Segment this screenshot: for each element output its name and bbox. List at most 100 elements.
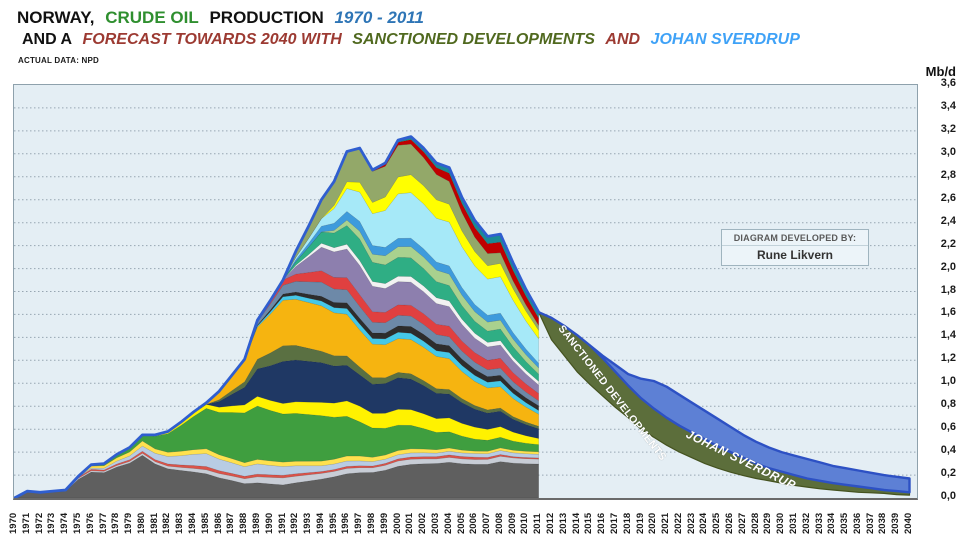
- x-axis-label: 2039: [890, 512, 902, 534]
- x-axis-label: 2011: [532, 512, 544, 534]
- x-axis-label: 2020: [647, 512, 659, 534]
- forecast-band-sanctioned-developments: [538, 311, 911, 496]
- x-axis-label: 1980: [135, 512, 147, 534]
- x-axis-label: 2033: [813, 512, 825, 534]
- x-axis-label: 2006: [468, 512, 480, 534]
- x-axis-label: 1991: [276, 512, 288, 534]
- x-axis-label: 1989: [250, 512, 262, 534]
- y-axis-label: 3,4: [940, 99, 956, 112]
- credit-box-caption: DIAGRAM DEVELOPED BY:: [722, 230, 868, 246]
- y-axis-label: 2,8: [940, 168, 956, 181]
- subtitle-sverdrup: JOHAN SVERDRUP: [650, 31, 800, 48]
- y-axis-label: 2,6: [940, 191, 956, 204]
- x-axis-label: 2027: [736, 512, 748, 534]
- x-axis-label: 2007: [481, 512, 493, 534]
- x-axis-label: 1977: [97, 512, 109, 534]
- y-axis-label: 3,6: [940, 77, 956, 89]
- x-axis-label: 1979: [123, 512, 135, 534]
- credit-box: DIAGRAM DEVELOPED BY: Rune Likvern: [721, 229, 869, 266]
- x-axis-label: 2028: [749, 512, 761, 534]
- total-production-outline: [14, 135, 541, 498]
- x-axis-label: 2001: [404, 512, 416, 534]
- x-axis-label: 2022: [672, 512, 684, 534]
- x-axis-label: 1994: [314, 512, 326, 534]
- data-source-note: ACTUAL DATA: NPD: [18, 56, 99, 65]
- x-axis-label: 2030: [775, 512, 787, 534]
- x-axis-label: 2024: [698, 512, 710, 534]
- forecast-band-johan-sverdrup: [537, 311, 911, 494]
- x-axis-label: 1973: [46, 512, 58, 534]
- y-axis-label: 1,4: [940, 329, 956, 342]
- x-axis-label: 1971: [20, 512, 32, 534]
- x-axis-label: 2023: [685, 512, 697, 534]
- x-axis-label: 1998: [366, 512, 377, 534]
- x-axis-label: 1990: [263, 512, 275, 534]
- x-axis-label: 1982: [161, 512, 173, 534]
- y-axis-labels: 0,0 0,2 0,4 0,6 0,8 1,0 1,2 1,4 1,6 1,8 2,0 2,2 2,4 2…: [920, 77, 956, 502]
- x-axis-label: 2036: [851, 512, 863, 534]
- x-axis-label: 2004: [442, 512, 454, 534]
- x-axis-label: 1999: [378, 512, 390, 534]
- area-layer-silver-band: [14, 452, 539, 498]
- title-norway: NORWAY,: [17, 8, 95, 27]
- title-production: PRODUCTION: [209, 8, 324, 27]
- x-axis-label: 2008: [493, 512, 505, 534]
- x-axis-label: 2018: [621, 512, 633, 534]
- y-axis-label: 0,2: [940, 467, 956, 480]
- subtitle-and-a: AND A: [22, 31, 73, 48]
- x-axis-label: 2005: [455, 512, 467, 534]
- x-axis-label: 2021: [660, 512, 672, 534]
- x-axis-label: 2025: [711, 512, 723, 534]
- x-axis-label: 2010: [519, 512, 531, 534]
- x-axis-label: 1974: [59, 512, 71, 534]
- x-axis-label: 1995: [327, 512, 339, 534]
- y-axis-label: 1,8: [940, 283, 956, 296]
- x-axis-label: 2032: [800, 512, 812, 534]
- x-axis-label: 1976: [84, 512, 96, 534]
- x-axis-label: 2026: [724, 512, 735, 534]
- x-axis-label: 1988: [238, 512, 250, 534]
- x-axis-label: 2016: [596, 512, 608, 534]
- x-axis-label: 1992: [289, 512, 301, 534]
- x-axis-label: 1981: [148, 512, 160, 534]
- plot-area: SANCTIONED DEVELOPMENTS JOHAN SVERDRUP D…: [13, 84, 918, 500]
- y-axis-label: 3,2: [940, 122, 956, 135]
- y-axis-label: 0,4: [940, 444, 956, 457]
- x-axis-label: 2029: [762, 512, 774, 534]
- x-axis-label: 1987: [225, 512, 237, 534]
- y-axis-label: 0,0: [940, 490, 956, 502]
- y-axis-label: 1,6: [940, 306, 956, 319]
- area-layer-pale-blue-band: [14, 445, 539, 498]
- y-axis-unit-label: Mb/d: [925, 64, 956, 79]
- title-years: 1970 - 2011: [334, 8, 424, 27]
- y-axis-label: 1,2: [940, 352, 956, 365]
- subtitle-and: AND: [605, 31, 641, 48]
- x-axis-label: 2019: [634, 512, 646, 534]
- production-stacked-area-chart: [14, 107, 917, 498]
- page-subtitle: AND A FORECAST TOWARDS 2040 WITH SANCTIO…: [22, 31, 806, 49]
- x-axis-label: 2035: [839, 512, 851, 534]
- x-axis-labels: 1970 1971 1972 1973 1974 1975 1976 1977 1978 1979…: [8, 497, 916, 540]
- x-axis-label: 2000: [391, 512, 403, 534]
- x-axis-label: 2013: [557, 512, 569, 534]
- area-layer-soft-yellow-band: [14, 440, 539, 498]
- x-axis-label: 1978: [110, 512, 122, 534]
- x-axis-label: 1972: [33, 512, 45, 534]
- y-axis-label: 3,0: [940, 145, 956, 158]
- x-axis-label: 2014: [570, 512, 582, 534]
- x-axis-label: 1993: [302, 512, 314, 534]
- title-crude-oil: CRUDE OIL: [105, 8, 199, 27]
- x-axis-label: 1970: [8, 512, 19, 534]
- x-axis-label: 2040: [903, 512, 914, 534]
- x-axis-label: 1975: [71, 512, 83, 534]
- x-axis-label: 1983: [174, 512, 186, 534]
- page-title: NORWAY, CRUDE OIL PRODUCTION 1970 - 2011: [17, 8, 430, 28]
- x-axis-label: 2034: [826, 512, 838, 534]
- subtitle-sanctioned: SANCTIONED DEVELOPMENTS: [352, 31, 595, 48]
- x-axis-label: 2012: [545, 512, 556, 534]
- y-axis-label: 2,2: [940, 237, 956, 250]
- x-axis-label: 2015: [583, 512, 595, 534]
- y-axis-label: 0,8: [940, 398, 956, 411]
- x-axis-label: 1996: [340, 512, 352, 534]
- x-axis-label: 1984: [187, 512, 198, 534]
